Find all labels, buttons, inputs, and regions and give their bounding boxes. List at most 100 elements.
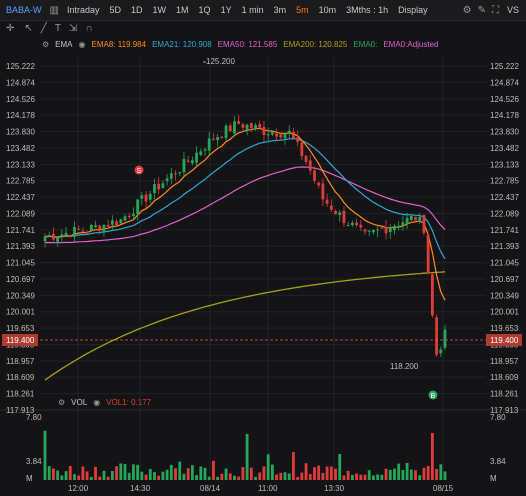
current-price-tag xyxy=(486,334,522,347)
price-tick-right: 118.957 xyxy=(490,357,519,366)
price-tick-left: 119.653 xyxy=(6,324,35,333)
candle-body xyxy=(426,234,430,274)
tf-10m[interactable]: 10m xyxy=(318,5,337,15)
volume-bar xyxy=(127,472,131,480)
volume-bar xyxy=(414,470,417,480)
tf-3mths-1h[interactable]: 3Mths : 1h xyxy=(346,5,389,15)
candle-body xyxy=(249,123,253,129)
candle-body xyxy=(401,222,405,227)
volume-bar xyxy=(430,432,434,480)
candle-body xyxy=(367,230,371,232)
text-icon[interactable]: T xyxy=(54,22,61,34)
volume-bar xyxy=(321,472,325,480)
tf-1d[interactable]: 1D xyxy=(131,5,143,15)
legend-settings-icon[interactable]: ⚙ xyxy=(42,39,50,49)
volume-bar xyxy=(77,475,81,480)
candle-body xyxy=(73,227,76,238)
volume-bar xyxy=(115,466,118,480)
sell-marker-icon[interactable] xyxy=(134,165,144,175)
ema0-value: EMA0: xyxy=(353,39,378,49)
legend-eye-icon[interactable]: ◉ xyxy=(78,39,86,49)
candle-body xyxy=(393,225,396,231)
pen-icon[interactable]: ✎ xyxy=(477,4,486,16)
volume-bar xyxy=(388,469,392,480)
ema-label[interactable]: EMA xyxy=(55,39,73,49)
magnet-icon[interactable]: ∩ xyxy=(85,22,93,34)
display-button[interactable]: Display xyxy=(398,5,428,15)
tf-1min[interactable]: 1 min xyxy=(241,5,264,15)
ema50-value: EMA50: 121.585 xyxy=(217,39,278,49)
ema200-value: EMA200: 120.825 xyxy=(283,39,348,49)
price-tick-left: 120.697 xyxy=(6,275,35,284)
vs-button[interactable]: VS xyxy=(506,5,519,15)
candle-body xyxy=(186,160,190,162)
ema50-line xyxy=(44,166,446,244)
volume-bar xyxy=(292,452,295,480)
line-icon[interactable]: ╱ xyxy=(40,22,47,34)
candle-body xyxy=(296,137,300,142)
symbol-label[interactable]: BABA-W xyxy=(6,5,42,15)
price-tick-right: 118.261 xyxy=(490,390,519,399)
volume-bar xyxy=(94,466,97,480)
vol-eye-icon[interactable]: ◉ xyxy=(93,397,101,407)
volume-bar xyxy=(56,470,60,480)
measure-icon[interactable]: ⇲ xyxy=(68,22,78,34)
tf-1m[interactable]: 1M xyxy=(176,5,189,15)
volume-bar xyxy=(119,463,123,480)
candle-body xyxy=(233,121,236,134)
candle-body xyxy=(363,229,367,232)
cursor-icon[interactable]: ↖ xyxy=(24,22,33,34)
volume-bar xyxy=(203,467,207,480)
tf-1w[interactable]: 1W xyxy=(152,5,167,15)
vol-tick-right: 3.84 xyxy=(490,457,506,466)
tf-5d[interactable]: 5D xyxy=(109,5,122,15)
tf-3m[interactable]: 3m xyxy=(273,5,287,15)
volume-bar xyxy=(140,471,144,480)
tf-5m[interactable]: 5m xyxy=(296,5,309,15)
time-tick: 08/14 xyxy=(200,484,221,493)
buy-marker-icon[interactable] xyxy=(428,390,438,400)
candle-body xyxy=(195,152,198,163)
crosshair-icon[interactable]: ✛ xyxy=(6,22,15,34)
candle-body xyxy=(346,225,350,227)
expand-icon[interactable]: ⛶ xyxy=(491,4,499,16)
price-tick-left: 118.957 xyxy=(6,357,35,366)
tf-1q[interactable]: 1Q xyxy=(198,5,211,15)
volume-bar xyxy=(64,471,68,480)
price-tick-right: 121.393 xyxy=(490,242,519,251)
price-tick-left: 122.089 xyxy=(6,209,35,218)
volume-bar xyxy=(85,471,89,480)
candle-body xyxy=(266,134,270,136)
candle-body xyxy=(300,142,304,157)
volume-bar xyxy=(266,454,270,480)
vol-settings-icon[interactable]: ⚙ xyxy=(58,397,66,407)
candle-body xyxy=(439,349,443,354)
volume-bar xyxy=(372,475,375,480)
candle-body xyxy=(397,225,401,228)
price-tick-left: 124.874 xyxy=(6,78,35,87)
candle-body xyxy=(190,160,194,164)
chart-type-icon[interactable]: ▥ xyxy=(49,4,59,16)
volume-bar xyxy=(237,476,241,480)
candle-body xyxy=(77,228,81,230)
volume-bar xyxy=(304,463,308,480)
volume-bar xyxy=(207,476,211,480)
vol-label[interactable]: VOL xyxy=(71,397,88,407)
candle-body xyxy=(106,224,110,227)
candle-body xyxy=(409,216,413,221)
volume-bar xyxy=(106,476,110,480)
tf-intraday[interactable]: Intraday xyxy=(66,5,100,15)
settings-icon[interactable]: ⚙ xyxy=(462,4,472,16)
candle-body xyxy=(203,149,207,151)
ema21-value: EMA21: 120.908 xyxy=(152,39,212,49)
volume-bar xyxy=(81,466,85,480)
tf-1y[interactable]: 1Y xyxy=(220,5,232,15)
volume-bar xyxy=(161,471,165,480)
price-tick-right: 117.913 xyxy=(490,406,519,415)
candle-body xyxy=(165,178,169,182)
volume-bar xyxy=(144,474,148,480)
price-tick-right: 120.697 xyxy=(490,275,519,284)
candle-body xyxy=(212,138,215,140)
price-tick-left: 123.133 xyxy=(6,160,35,169)
